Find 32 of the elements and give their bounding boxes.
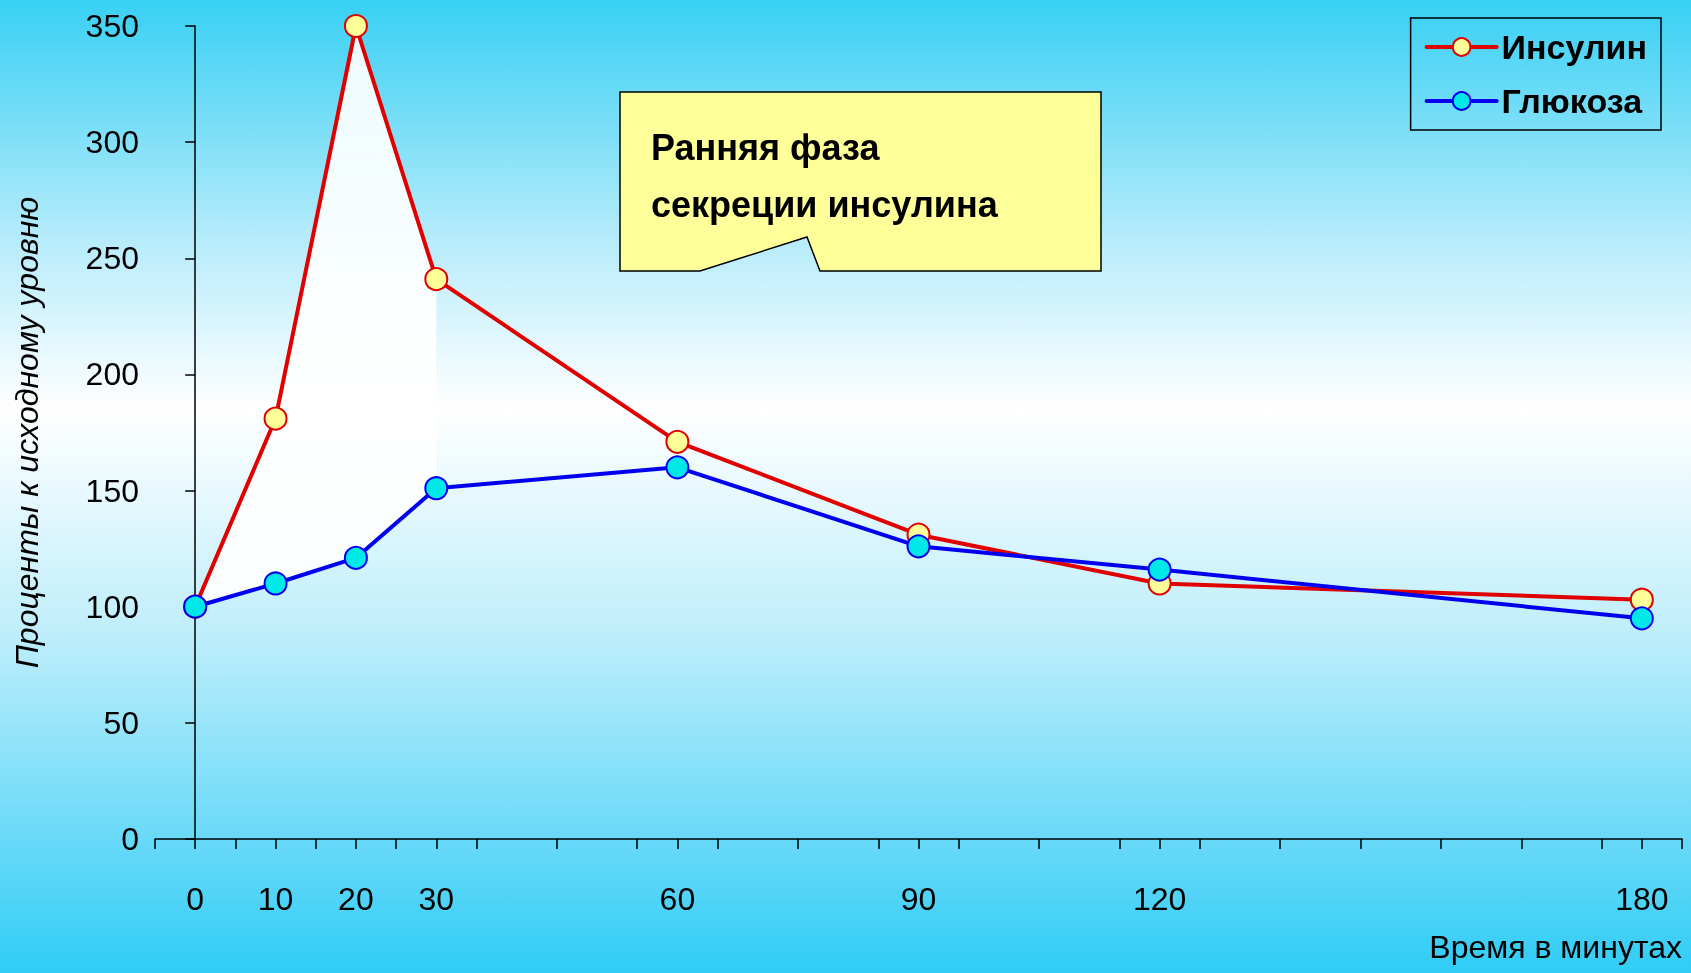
y-tick-label: 350 [85,8,139,44]
point [424,267,449,292]
y-tick-label: 0 [121,821,139,857]
y-axis-title: Проценты к исходному уровню [9,196,45,669]
x-tick-label: 60 [659,881,696,917]
y-tick-label: 50 [103,704,139,741]
x-tick-label: 30 [418,881,455,917]
x-tick-label: 10 [257,881,294,917]
x-axis-title: Время в минутах [1429,929,1682,965]
legend-label: Глюкоза [1501,82,1644,120]
point [263,406,288,431]
x-tick-label: 0 [186,881,205,917]
y-tick-label: 250 [85,240,139,277]
legend-label: Инсулин [1501,28,1648,66]
point [424,476,449,501]
x-tick-label: 180 [1615,881,1669,917]
point [665,429,690,454]
annotation: Ранняя фаза секреции инсулина [651,126,998,227]
point [343,14,368,38]
y-tick-label: 300 [85,124,139,161]
x-tick-label: 90 [900,881,937,917]
point [906,534,931,559]
x-tick-label: 20 [338,881,374,917]
y-tick-label: 200 [85,356,139,393]
y-tick-label: 100 [85,588,139,625]
point [1629,606,1654,631]
point [665,455,690,480]
y-tick-label: 150 [85,472,139,509]
x-tick-label: 120 [1132,881,1187,917]
point [1147,557,1172,582]
point [263,571,288,596]
point [343,545,368,570]
